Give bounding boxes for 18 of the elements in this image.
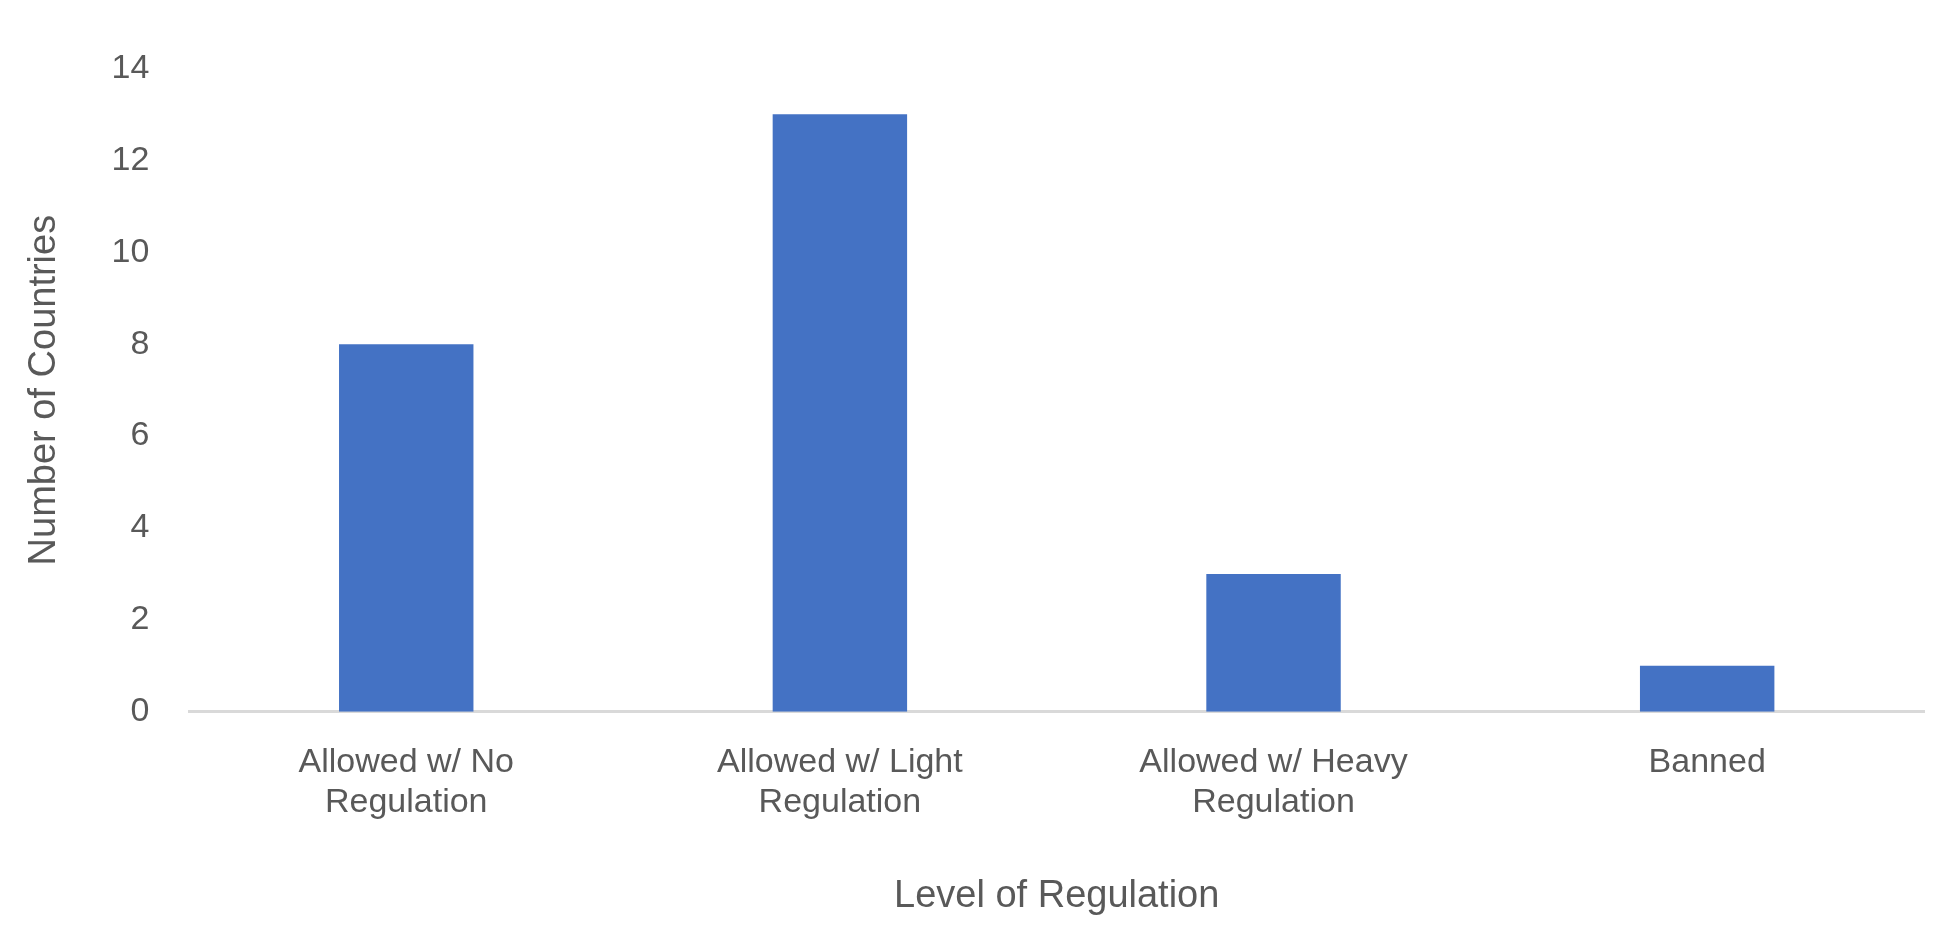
y-tick-label: 4: [130, 506, 150, 545]
bar: [339, 344, 474, 712]
y-axis-title: Number of Countries: [21, 214, 64, 566]
x-tick-label: Allowed w/ No Regulation: [298, 740, 514, 820]
y-tick-label: 0: [130, 690, 150, 729]
x-tick-label: Banned: [1648, 740, 1766, 779]
bar: [1206, 573, 1341, 712]
y-tick-label: 12: [111, 138, 150, 177]
x-tick-label: Allowed w/ Heavy Regulation: [1139, 740, 1408, 820]
y-tick-label: 14: [111, 46, 150, 85]
bar: [1639, 665, 1775, 712]
y-tick-label: 6: [130, 414, 150, 453]
x-axis-title: Level of Regulation: [894, 872, 1220, 915]
x-tick-label: Allowed w/ Light Regulation: [717, 740, 964, 820]
y-tick-label: 2: [130, 598, 150, 637]
bar: [772, 114, 908, 712]
y-tick-label: 8: [130, 322, 150, 361]
y-tick-label: 10: [111, 230, 150, 269]
